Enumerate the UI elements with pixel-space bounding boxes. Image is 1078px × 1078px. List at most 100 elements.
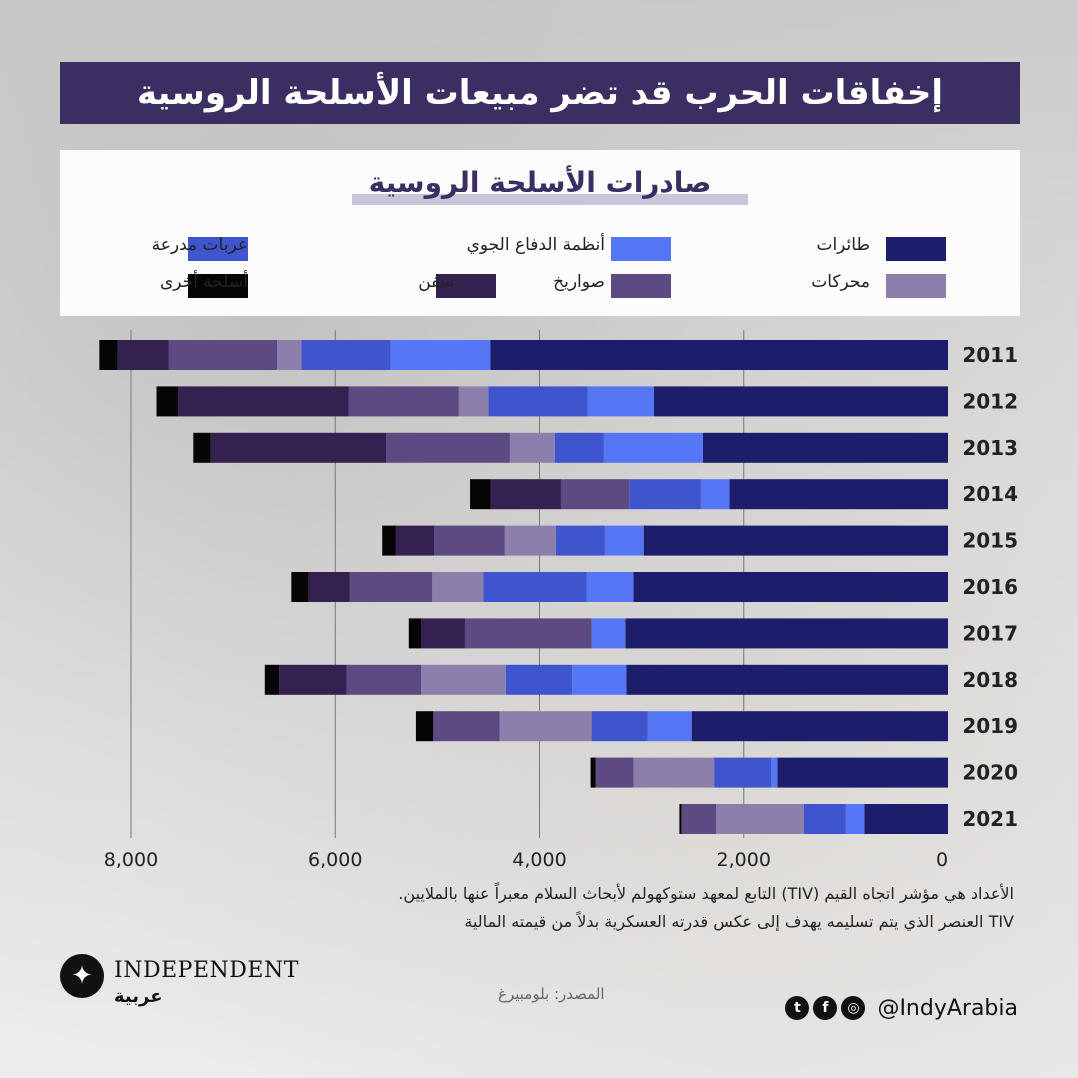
legend-item-air-defense: أنظمة الدفاع الجوي (400, 235, 680, 265)
bar-segment-2021-3 (716, 804, 805, 834)
category-label-2018: 2018 (962, 668, 1018, 692)
bar-segment-2011-6 (99, 340, 118, 370)
bar-segment-2016-1 (586, 572, 634, 602)
social-handle[interactable]: @IndyArabia (877, 995, 1018, 1021)
legend-label-aircraft: طائرات (816, 235, 870, 255)
legend-label-air-defense: أنظمة الدفاع الجوي (466, 235, 605, 255)
bar-segment-2021-0 (864, 804, 948, 834)
bar-segment-2019-4 (433, 711, 500, 742)
bar-segment-2021-2 (804, 804, 846, 834)
note-line-1: الأعداد هي مؤشر اتجاه القيم (TIV) التابع… (398, 884, 1014, 903)
legend-swatch-ships (436, 274, 496, 298)
bar-segment-2014-0 (729, 479, 948, 510)
legend-panel: صادرات الأسلحة الروسية طائرات أنظمة الدف… (60, 150, 1020, 316)
bar-segment-2017-6 (408, 618, 422, 649)
legend-swatch-air-defense (611, 237, 671, 261)
bar-segment-2016-0 (633, 572, 948, 602)
x-tick-label-2000: 2,000 (717, 849, 771, 871)
logo-subtitle: عربية (114, 986, 163, 1007)
bar-segment-2012-4 (348, 386, 459, 417)
category-label-2015: 2015 (962, 529, 1018, 553)
category-label-2017: 2017 (962, 621, 1018, 645)
eagle-icon: ✦ (60, 954, 104, 998)
bar-segment-2018-5 (279, 664, 347, 695)
legend-label-other: أسلحة أخرى (159, 272, 248, 292)
bar-segment-2015-2 (555, 525, 605, 556)
subtitle-underline (352, 194, 748, 205)
logo-wordmark: INDEPENDENT (114, 958, 299, 983)
bar-segment-2020-3 (633, 757, 715, 788)
legend-swatch-missiles (611, 274, 671, 298)
bar-segment-2014-4 (560, 479, 630, 510)
chart-title: صادرات الأسلحة الروسية (368, 166, 712, 199)
bar-segment-2014-6 (470, 479, 491, 510)
bar-segment-2017-0 (625, 618, 948, 649)
legend-label-armoured: عربات مدرعة (151, 235, 248, 255)
x-tick-label-6000: 6,000 (308, 849, 362, 871)
bar-segment-2019-1 (647, 711, 692, 742)
legend-swatch-aircraft (886, 237, 946, 261)
title-bar: إخفاقات الحرب قد تضر مبيعات الأسلحة الرو… (60, 62, 1020, 124)
bar-segment-2015-3 (504, 525, 556, 556)
legend-item-engines: محركات (800, 272, 1010, 302)
bar-segment-2017-4 (464, 618, 592, 649)
bar-segment-2012-6 (156, 386, 178, 417)
bar-segment-2018-6 (264, 664, 280, 695)
bar-segment-2019-6 (415, 711, 434, 742)
bar-segment-2016-6 (291, 572, 309, 602)
bar-segment-2011-5 (117, 340, 169, 370)
legend-label-ships: سفن (418, 272, 454, 292)
bar-segment-2020-1 (771, 757, 778, 788)
bar-segment-2019-0 (691, 711, 948, 742)
bar-segment-2020-0 (777, 757, 948, 788)
bar-segment-2020-2 (714, 757, 772, 788)
legend-swatch-engines (886, 274, 946, 298)
bar-segment-2020-4 (595, 757, 634, 788)
bar-segment-2014-2 (629, 479, 701, 510)
bar-segment-2012-1 (587, 386, 654, 417)
category-label-2014: 2014 (962, 482, 1018, 506)
bar-segment-2012-2 (488, 386, 588, 417)
bar-segment-2019-2 (591, 711, 648, 742)
category-label-2020: 2020 (962, 761, 1018, 785)
bar-segment-2016-2 (483, 572, 587, 602)
x-tick-label-0: 0 (936, 849, 948, 871)
bar-segment-2015-0 (643, 525, 948, 556)
bar-segment-2011-3 (277, 340, 302, 370)
category-label-2011: 2011 (962, 343, 1018, 367)
instagram-icon[interactable]: ◎ (841, 996, 866, 1020)
category-label-2021: 2021 (962, 807, 1018, 831)
bar-segment-2012-0 (653, 386, 948, 417)
bar-segment-2014-1 (700, 479, 730, 510)
bar-segment-2016-4 (349, 572, 433, 602)
note-line-2: TIV العنصر الذي يتم تسليمه يهدف إلى عكس … (464, 912, 1014, 931)
bar-segment-2013-3 (509, 432, 555, 463)
bar-segment-2013-1 (603, 432, 703, 463)
legend-item-missiles: صواريخ (520, 272, 680, 302)
bar-segment-2013-4 (386, 432, 510, 463)
bar-segment-2015-5 (395, 525, 435, 556)
category-label-2012: 2012 (962, 389, 1018, 413)
bar-segment-2021-4 (681, 804, 717, 834)
bar-segment-2018-1 (572, 664, 627, 695)
legend-item-aircraft: طائرات (800, 235, 1010, 265)
twitter-icon[interactable]: t (785, 996, 810, 1020)
bar-segment-2018-2 (505, 664, 573, 695)
bar-segment-2012-3 (458, 386, 489, 417)
bar-segment-2019-3 (499, 711, 592, 742)
bar-segment-2021-6 (679, 804, 682, 834)
legend-item-other: أسلحة أخرى (60, 272, 260, 302)
bar-segment-2015-1 (604, 525, 644, 556)
bar-segment-2011-0 (490, 340, 948, 370)
facebook-icon[interactable]: f (813, 996, 838, 1020)
independent-logo: ✦ INDEPENDENT عربية (60, 952, 310, 1012)
category-label-2016: 2016 (962, 575, 1018, 599)
bar-segment-2018-4 (346, 664, 422, 695)
source-credit: المصدر: بلومبيرغ (498, 985, 605, 1003)
social-bar: t f ◎ @IndyArabia (785, 994, 1018, 1022)
bar-segment-2015-6 (382, 525, 396, 556)
bar-segment-2011-2 (301, 340, 391, 370)
x-tick-label-8000: 8,000 (104, 849, 158, 871)
legend-item-ships: سفن (390, 272, 530, 302)
